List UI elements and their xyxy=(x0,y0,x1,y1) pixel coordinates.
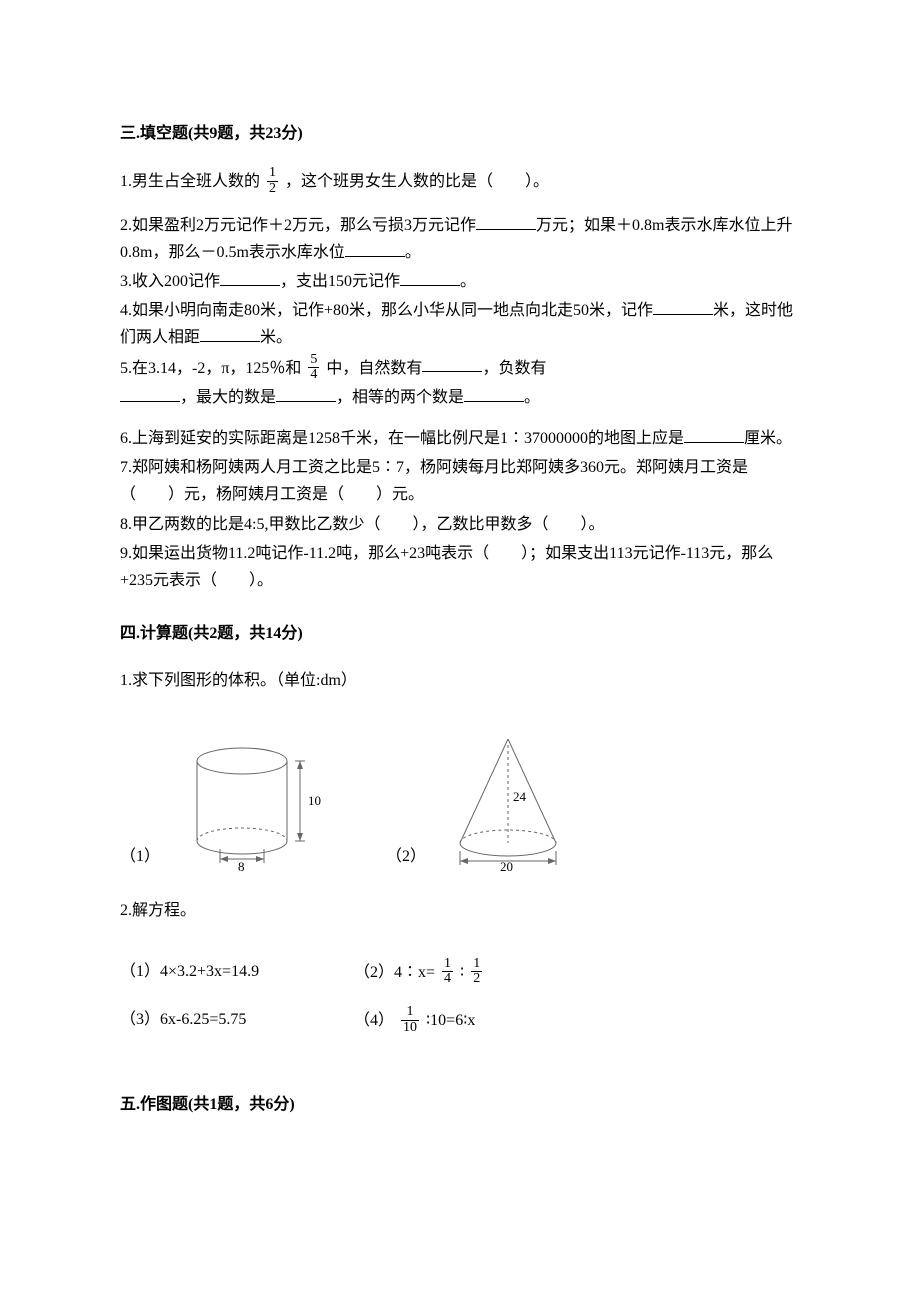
fraction-1-4: 1 4 xyxy=(442,957,453,987)
blank[interactable] xyxy=(653,300,713,315)
arrow-left xyxy=(460,858,468,864)
q3-4-a: 4.如果小明向南走80米，记作+80米，那么小华从同一地点向北走50米，记作 xyxy=(120,302,653,319)
frac-num: 1 xyxy=(471,957,482,973)
cylinder-figure: 10 8 xyxy=(172,741,342,871)
arrow-down xyxy=(297,833,303,841)
frac-den: 10 xyxy=(401,1021,419,1036)
cone-d-label: 20 xyxy=(500,859,513,871)
q3-3-a: 3.收入200记作 xyxy=(120,273,220,290)
q3-3-c: 。 xyxy=(460,273,476,290)
frac-den: 4 xyxy=(442,972,453,987)
cylinder-d-label: 8 xyxy=(238,859,245,871)
frac-den: 4 xyxy=(308,368,319,383)
blank[interactable] xyxy=(120,386,180,401)
frac-den: 2 xyxy=(267,182,278,197)
q3-1: 1.男生占全班人数的 1 2 ，这个班男女生人数的比是（ ）。 xyxy=(120,167,800,197)
q3-6: 6.上海到延安的实际距离是1258千米，在一幅比例尺是1∶37000000的地图… xyxy=(120,425,800,452)
q3-3-b: ，支出150元记作 xyxy=(280,273,400,290)
cylinder-bottom-front xyxy=(197,841,287,854)
cone-base-front xyxy=(460,843,556,856)
cone-h-label: 24 xyxy=(513,789,527,804)
q3-3: 3.收入200记作 ，支出150元记作 。 xyxy=(120,268,800,295)
q3-2-a: 2.如果盈利2万元记作＋2万元，那么亏损3万元记作 xyxy=(120,217,476,234)
cylinder-bottom-back xyxy=(197,828,287,841)
blank[interactable] xyxy=(200,327,260,342)
eq4-a: （4） xyxy=(354,1012,394,1029)
figure-row: （1） 10 8 （2） xyxy=(120,731,800,871)
cone-left xyxy=(460,739,508,843)
figure-1-label: （1） xyxy=(120,843,160,870)
fraction-1-2: 1 2 xyxy=(267,166,278,196)
q3-2: 2.如果盈利2万元记作＋2万元，那么亏损3万元记作万元；如果＋0.8m表示水库水… xyxy=(120,212,800,266)
frac-num: 1 xyxy=(401,1005,419,1021)
q3-1-text-b: ，这个班男女生人数的比是（ ）。 xyxy=(285,173,549,190)
eq4-b: ∶10=6∶x xyxy=(426,1012,475,1029)
q3-5-c: ，负数有 xyxy=(482,359,546,376)
fraction-1-10: 1 10 xyxy=(401,1005,419,1035)
section5-heading: 五.作图题(共1题，共6分) xyxy=(120,1091,800,1118)
q3-6-b: 厘米。 xyxy=(744,430,792,447)
q3-9: 9.如果运出货物11.2吨记作-11.2吨，那么+23吨表示（ ）；如果支出11… xyxy=(120,540,800,594)
page: 三.填空题(共9题，共23分) 1.男生占全班人数的 1 2 ，这个班男女生人数… xyxy=(0,0,920,1302)
q3-5-f: 。 xyxy=(524,389,540,406)
q4-2: 2.解方程。 xyxy=(120,897,800,924)
q3-5-d: ，最大的数是 xyxy=(180,389,276,406)
blank[interactable] xyxy=(464,386,524,401)
section3-heading: 三.填空题(共9题，共23分) xyxy=(120,120,800,147)
arrow-up xyxy=(297,761,303,769)
eq4: （4） 1 10 ∶10=6∶x xyxy=(354,1006,584,1036)
frac-den: 2 xyxy=(471,972,482,987)
q3-1-text-a: 1.男生占全班人数的 xyxy=(120,173,260,190)
blank[interactable] xyxy=(276,386,336,401)
cylinder-top xyxy=(197,748,287,774)
blank[interactable] xyxy=(400,271,460,286)
q3-5-a: 5.在3.14，-2，π，125％和 xyxy=(120,359,301,376)
eq3: （3）6x-6.25=5.75 xyxy=(120,1006,350,1033)
q3-8: 8.甲乙两数的比是4:5,甲数比乙数少（ ），乙数比甲数多（ ）。 xyxy=(120,511,800,538)
blank[interactable] xyxy=(422,357,482,372)
blank[interactable] xyxy=(476,214,536,229)
arrow-left xyxy=(220,856,228,862)
equations-row-2: （3）6x-6.25=5.75 （4） 1 10 ∶10=6∶x xyxy=(120,1006,800,1036)
q4-1: 1.求下列图形的体积。（单位:dm） xyxy=(120,667,800,694)
q3-5: 5.在3.14，-2，π，125％和 5 4 中，自然数有 ，负数有 ，最大的数是… xyxy=(120,354,800,412)
q3-5-e: ，相等的两个数是 xyxy=(336,389,464,406)
q3-2-c: 。 xyxy=(405,244,421,261)
eq2-a: （2）4∶x= xyxy=(354,964,435,981)
eq2: （2）4∶x= 1 4 ∶ 1 2 xyxy=(354,958,584,988)
q3-4: 4.如果小明向南走80米，记作+80米，那么小华从同一地点向北走50米，记作米，… xyxy=(120,297,800,351)
q3-4-c: 米。 xyxy=(260,329,292,346)
frac-num: 1 xyxy=(442,957,453,973)
cylinder-h-label: 10 xyxy=(308,793,321,808)
arrow-right xyxy=(256,856,264,862)
frac-num: 1 xyxy=(267,166,278,182)
q3-5-b: 中，自然数有 xyxy=(326,359,422,376)
figure-2-cell: （2） 24 20 xyxy=(386,731,588,871)
fraction-5-4: 5 4 xyxy=(308,353,319,383)
fraction-1-2: 1 2 xyxy=(471,957,482,987)
figure-1-cell: （1） 10 8 xyxy=(120,741,342,871)
blank[interactable] xyxy=(345,241,405,256)
frac-num: 5 xyxy=(308,353,319,369)
q3-6-a: 6.上海到延安的实际距离是1258千米，在一幅比例尺是1∶37000000的地图… xyxy=(120,430,684,447)
figure-2-label: （2） xyxy=(386,843,426,870)
eq1: （1）4×3.2+3x=14.9 xyxy=(120,958,350,985)
blank[interactable] xyxy=(684,428,744,443)
eq2-b: ∶ xyxy=(460,964,464,981)
q3-7: 7.郑阿姨和杨阿姨两人月工资之比是5∶7，杨阿姨每月比郑阿姨多360元。郑阿姨月… xyxy=(120,454,800,508)
blank[interactable] xyxy=(220,271,280,286)
equations-row-1: （1）4×3.2+3x=14.9 （2）4∶x= 1 4 ∶ 1 2 xyxy=(120,958,800,988)
section4-heading: 四.计算题(共2题，共14分) xyxy=(120,620,800,647)
cone-figure: 24 20 xyxy=(438,731,588,871)
arrow-right xyxy=(548,858,556,864)
